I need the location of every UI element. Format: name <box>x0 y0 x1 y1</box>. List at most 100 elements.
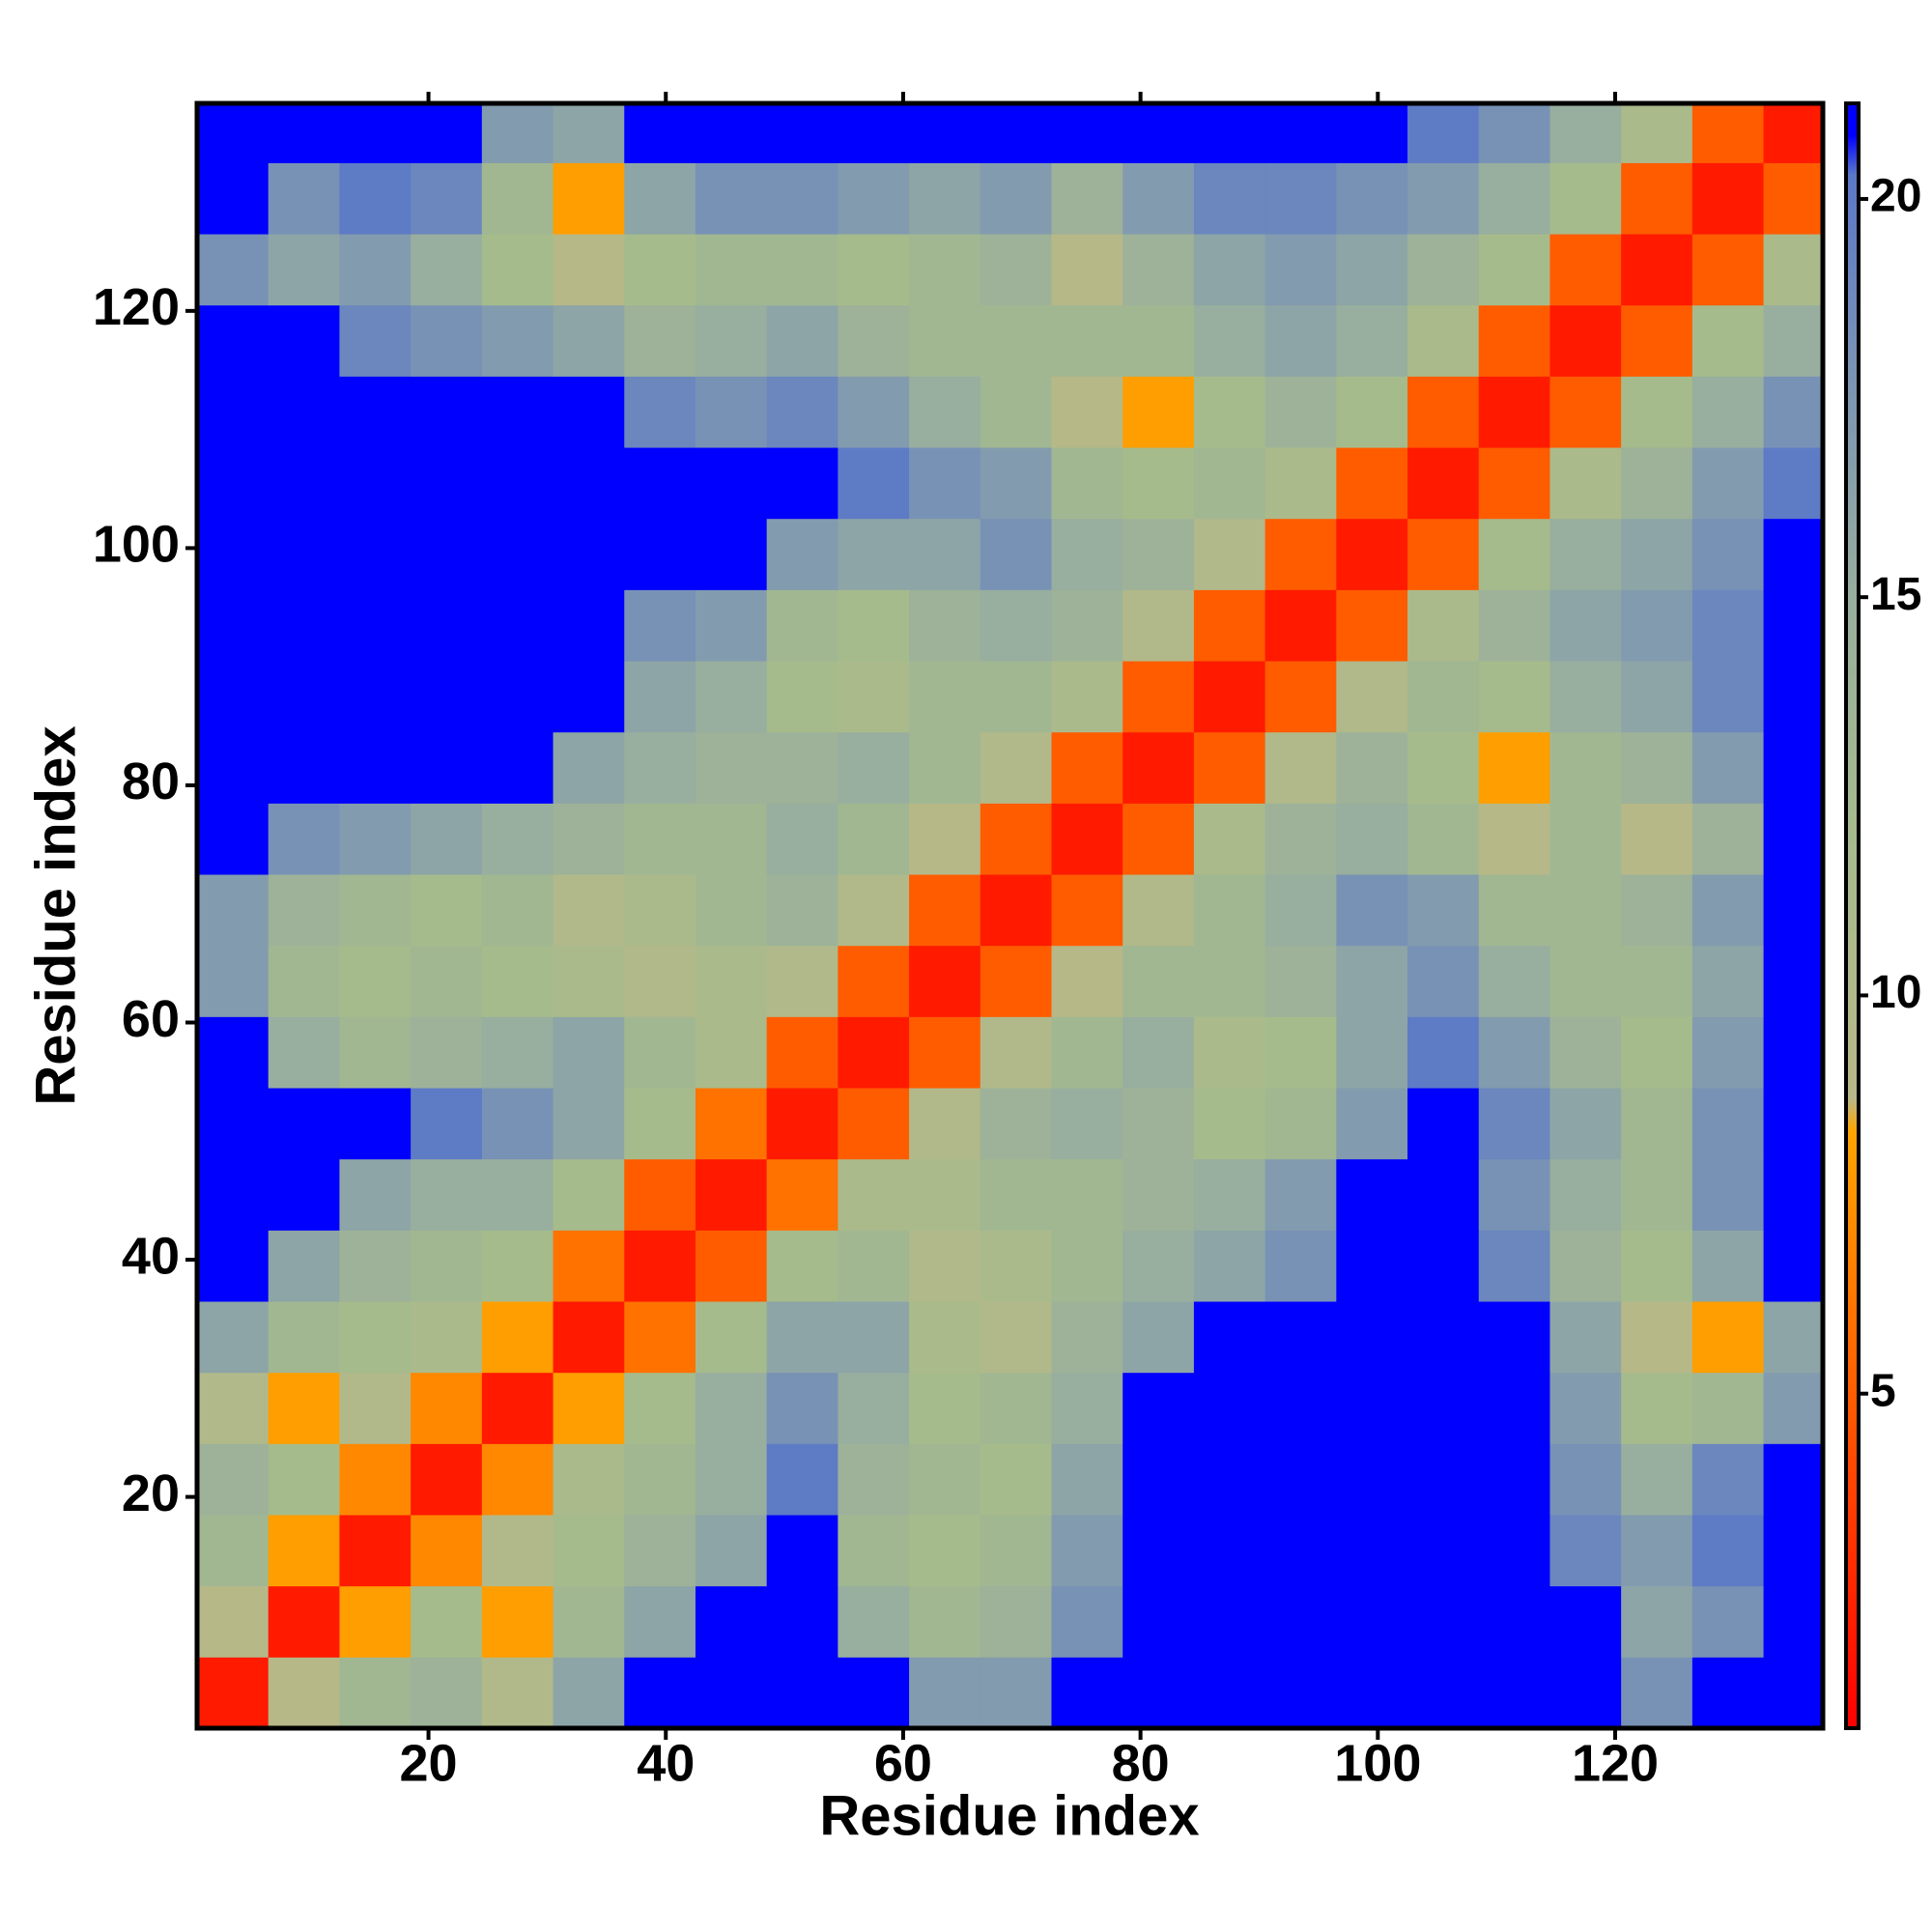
heatmap-cell <box>1621 518 1693 590</box>
heatmap-cell <box>766 1158 838 1231</box>
heatmap-cell <box>624 376 696 448</box>
plot-frame <box>194 100 1826 1731</box>
heatmap-cell <box>268 731 340 804</box>
heatmap-cell <box>1691 447 1765 520</box>
heatmap-cell <box>411 661 483 733</box>
heatmap-cell <box>1051 234 1123 306</box>
heatmap-cell <box>197 1158 270 1231</box>
heatmap-cell <box>624 1016 696 1089</box>
heatmap-cell <box>1336 162 1408 235</box>
heatmap-cell <box>909 1301 981 1374</box>
heatmap-cell <box>695 1158 768 1231</box>
heatmap-cell <box>1691 1657 1765 1729</box>
heatmap <box>197 103 1824 1729</box>
heatmap-cell <box>197 945 270 1017</box>
heatmap-cell <box>766 731 838 804</box>
heatmap-cell <box>766 1230 838 1302</box>
heatmap-cell <box>1478 803 1550 875</box>
heatmap-cell <box>1621 1016 1693 1089</box>
heatmap-cell <box>1621 1301 1693 1374</box>
heatmap-cell <box>1407 1088 1480 1160</box>
heatmap-cell <box>1122 874 1195 947</box>
heatmap-cell <box>1264 1230 1337 1302</box>
heatmap-cell <box>1691 945 1765 1017</box>
heatmap-cell <box>481 1230 554 1302</box>
heatmap-cell <box>339 1301 412 1374</box>
heatmap-cell <box>339 518 412 590</box>
heatmap-cell <box>766 1657 838 1729</box>
heatmap-cell <box>197 103 270 163</box>
heatmap-cell <box>339 661 412 733</box>
heatmap-cell <box>624 1443 696 1516</box>
heatmap-cell <box>838 589 910 662</box>
heatmap-cell <box>1193 1301 1266 1374</box>
heatmap-cell <box>1478 376 1550 448</box>
heatmap-cell <box>909 874 981 947</box>
heatmap-cell <box>1336 234 1408 306</box>
heatmap-cell <box>980 589 1052 662</box>
heatmap-cell <box>1478 1657 1550 1729</box>
heatmap-cell <box>1193 1158 1266 1231</box>
heatmap-cell <box>1407 1230 1480 1302</box>
heatmap-cell <box>411 447 483 520</box>
heatmap-cell <box>1621 945 1693 1017</box>
heatmap-cell <box>1264 1158 1337 1231</box>
heatmap-cell <box>1051 731 1123 804</box>
heatmap-cell <box>1193 447 1266 520</box>
heatmap-cell <box>1051 1016 1123 1089</box>
heatmap-cell <box>339 803 412 875</box>
heatmap-cell <box>1691 803 1765 875</box>
heatmap-cell <box>695 103 768 163</box>
heatmap-cell <box>1122 1230 1195 1302</box>
heatmap-cell <box>197 234 270 306</box>
heatmap-cell <box>411 803 483 875</box>
heatmap-cell <box>1407 234 1480 306</box>
heatmap-cell <box>1051 589 1123 662</box>
heatmap-cell <box>1549 376 1622 448</box>
heatmap-cell <box>909 661 981 733</box>
heatmap-cell <box>838 1158 910 1231</box>
heatmap-cell <box>1336 731 1408 804</box>
heatmap-cell <box>1621 1158 1693 1231</box>
heatmap-cell <box>1336 1088 1408 1160</box>
heatmap-cell <box>838 162 910 235</box>
heatmap-cell <box>1264 1443 1337 1516</box>
heatmap-cell <box>1336 103 1408 163</box>
heatmap-cell <box>553 945 625 1017</box>
heatmap-cell <box>268 589 340 662</box>
heatmap-cell <box>553 1657 625 1729</box>
heatmap-cell <box>1621 162 1693 235</box>
heatmap-cell <box>481 1301 554 1374</box>
heatmap-cell <box>624 1230 696 1302</box>
heatmap-cell <box>1122 103 1195 163</box>
heatmap-cell <box>695 1372 768 1444</box>
heatmap-cell <box>1336 518 1408 590</box>
heatmap-cell <box>1549 1515 1622 1587</box>
heatmap-cell <box>553 1301 625 1374</box>
heatmap-cell <box>1122 1301 1195 1374</box>
heatmap-cell <box>1691 1016 1765 1089</box>
heatmap-cell <box>766 376 838 448</box>
y-tick-label: 80 <box>122 753 180 810</box>
heatmap-cell <box>1478 1372 1550 1444</box>
heatmap-cell <box>1264 447 1337 520</box>
heatmap-cell <box>909 1372 981 1444</box>
heatmap-cell <box>838 731 910 804</box>
heatmap-cell <box>268 1088 340 1160</box>
heatmap-cell <box>339 376 412 448</box>
heatmap-cell <box>1122 589 1195 662</box>
heatmap-cell <box>339 1443 412 1516</box>
heatmap-cell <box>1193 103 1266 163</box>
heatmap-cell <box>838 304 910 377</box>
heatmap-cell <box>1549 589 1622 662</box>
heatmap-cell <box>1763 1301 1824 1374</box>
heatmap-cell <box>1051 376 1123 448</box>
heatmap-cell <box>1621 1443 1693 1516</box>
heatmap-cell <box>980 661 1052 733</box>
heatmap-cell <box>1691 518 1765 590</box>
heatmap-cell <box>766 103 838 163</box>
colorbar <box>1844 101 1861 1730</box>
heatmap-cell <box>766 661 838 733</box>
heatmap-cell <box>481 1657 554 1729</box>
heatmap-cell <box>553 376 625 448</box>
